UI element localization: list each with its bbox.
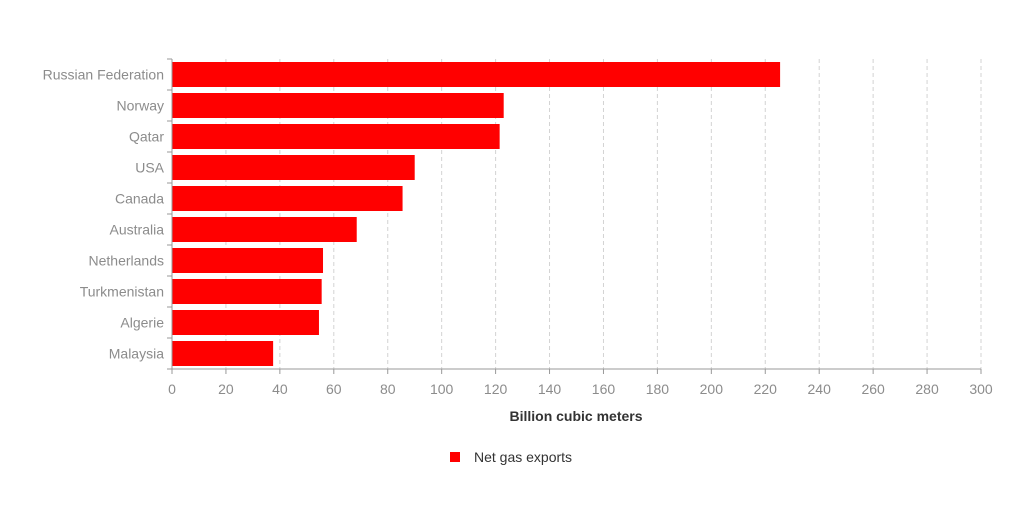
x-tick-label: 60: [326, 381, 342, 397]
legend-label: Net gas exports: [474, 449, 572, 465]
x-tick-label: 260: [861, 381, 885, 397]
y-axis-category-labels: Russian Federation Norway Qatar USA Canada Au…: [43, 67, 165, 362]
legend-swatch: [450, 452, 460, 462]
x-tick-label: 100: [430, 381, 454, 397]
y-category-label: Algerie: [120, 315, 164, 331]
x-tick-label: 140: [538, 381, 562, 397]
x-tick-label: 120: [484, 381, 508, 397]
bar[interactable]: [172, 279, 322, 304]
bar[interactable]: [172, 155, 415, 180]
y-category-label: Australia: [110, 222, 165, 238]
bar[interactable]: [172, 341, 274, 366]
x-tick-label: 200: [700, 381, 724, 397]
legend[interactable]: Net gas exports: [450, 449, 572, 465]
y-category-label: Malaysia: [109, 346, 164, 362]
x-tick-label: 0: [168, 381, 176, 397]
y-category-label: Canada: [115, 191, 164, 207]
bar[interactable]: [172, 217, 357, 242]
bar[interactable]: [172, 124, 500, 149]
y-category-label: Netherlands: [89, 253, 165, 269]
bar[interactable]: [172, 62, 781, 87]
bar[interactable]: [172, 248, 324, 273]
bar-series: [172, 62, 781, 366]
y-category-label: Norway: [117, 98, 164, 114]
y-category-label: Turkmenistan: [80, 284, 164, 300]
x-tick-label: 20: [218, 381, 234, 397]
x-tick-label: 280: [915, 381, 939, 397]
y-category-label: Russian Federation: [43, 67, 164, 83]
x-tick-label: 160: [592, 381, 616, 397]
bar[interactable]: [172, 186, 403, 211]
bar[interactable]: [172, 310, 319, 335]
x-tick-label: 300: [969, 381, 993, 397]
y-category-label: USA: [135, 160, 164, 176]
x-axis-ticks: 0 20 40 60 80 100 120 140 160 180 200 220 240 260 280 3…: [168, 369, 993, 397]
x-tick-label: 40: [272, 381, 288, 397]
y-category-label: Qatar: [129, 129, 164, 145]
x-tick-label: 240: [808, 381, 832, 397]
x-tick-label: 220: [754, 381, 778, 397]
x-tick-label: 80: [380, 381, 396, 397]
bar[interactable]: [172, 93, 504, 118]
x-axis-title: Billion cubic meters: [509, 408, 642, 424]
axes: [167, 58, 981, 370]
x-tick-label: 180: [646, 381, 670, 397]
